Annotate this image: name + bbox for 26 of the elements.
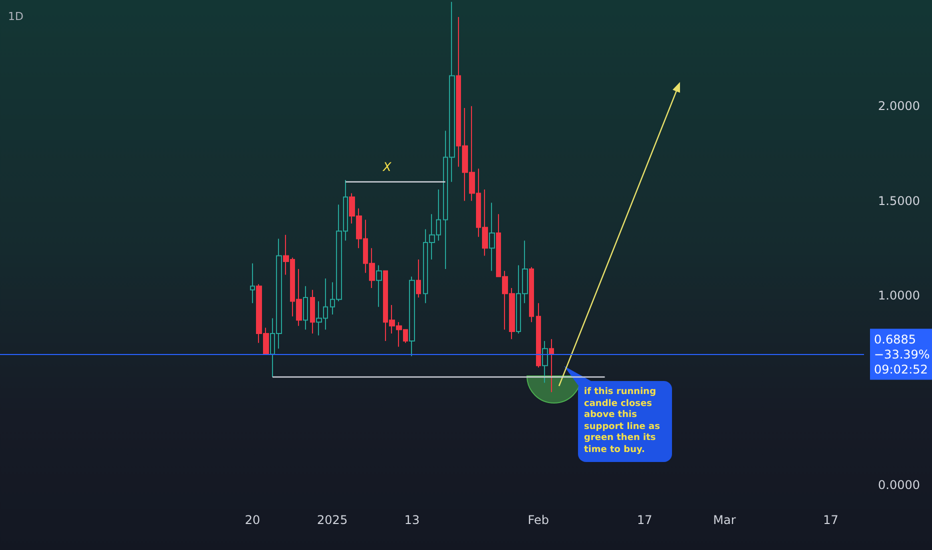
text: 1D — [8, 10, 24, 23]
annotation: if this running candle closes above this support line as green then its time to buy. — [578, 381, 672, 462]
x-tick-label: Mar — [713, 513, 736, 527]
candlestick — [416, 259, 421, 298]
x-tick-label: Feb — [528, 513, 549, 527]
y-tick-label: 0.0000 — [878, 478, 920, 492]
x-tick-label: 17 — [637, 513, 652, 527]
candlestick — [409, 276, 415, 357]
y-tick-label: 1.5000 — [878, 194, 920, 208]
y-tick-label: 2.0000 — [878, 99, 920, 114]
x-tick-label: 2025 — [317, 513, 348, 527]
candlestick — [376, 264, 382, 308]
candlestick — [549, 338, 554, 393]
candlestick — [303, 286, 308, 330]
x-tick-label: 13 — [404, 513, 420, 527]
candlestick — [489, 202, 495, 272]
y-tick-label: 1.0000 — [878, 288, 920, 303]
ref-line-label: 0.6885 −33.39% 09:02:52 — [874, 332, 930, 376]
candlestick — [529, 266, 534, 323]
candlestick — [250, 262, 255, 304]
candlestick — [310, 289, 315, 334]
candlestick — [536, 302, 541, 368]
annotation: X — [383, 160, 392, 174]
candlestick — [542, 340, 548, 384]
x-tick-label: 17 — [823, 513, 838, 527]
x-tick-label: 20 — [244, 513, 260, 527]
